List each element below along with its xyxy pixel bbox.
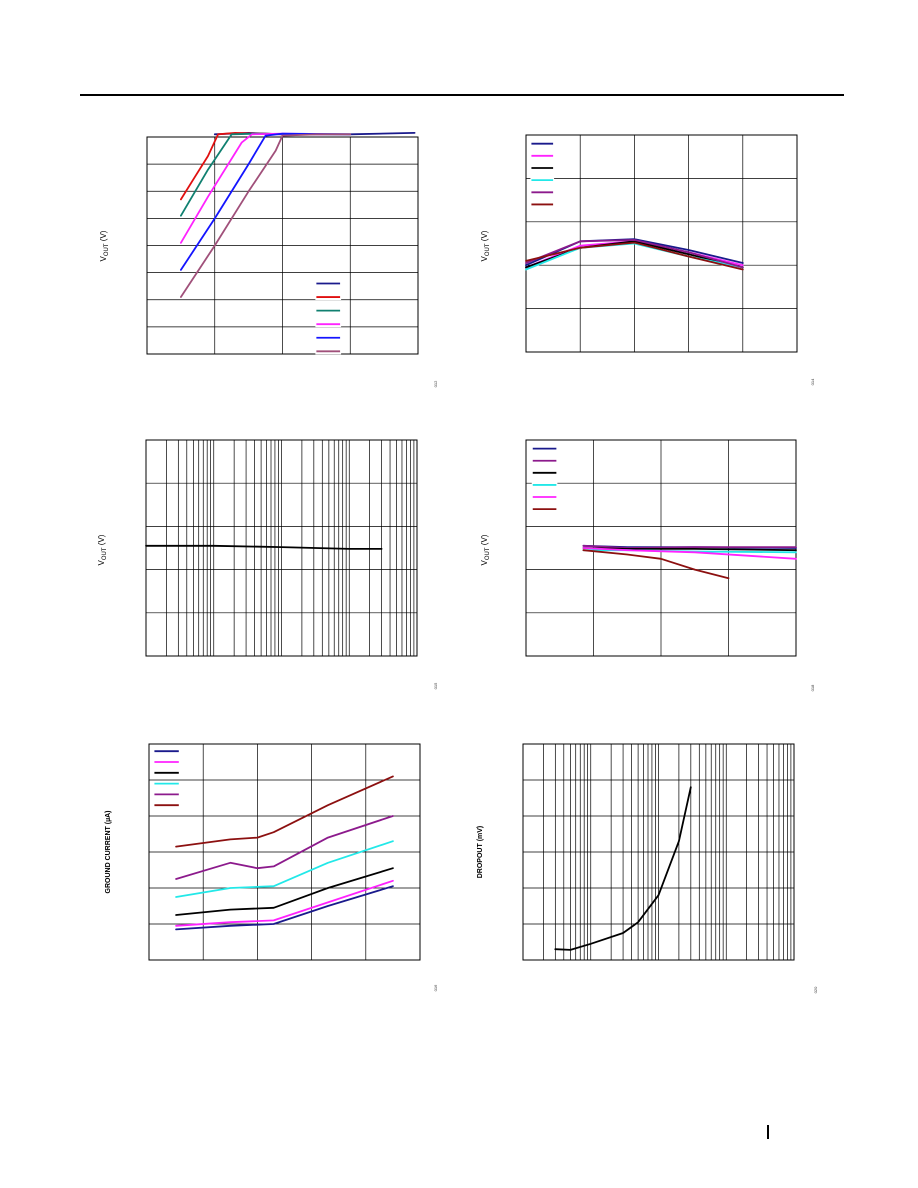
series-group xyxy=(145,544,383,550)
series-group xyxy=(175,775,394,931)
grid xyxy=(526,135,797,352)
chart-6: DROPOUT (mV) 020 xyxy=(477,743,818,993)
y-axis-label: VOUT (V) xyxy=(480,230,491,261)
chart-4: VOUT (V) 018 xyxy=(480,439,815,691)
series-line-5 xyxy=(175,815,394,880)
footer-page-bar xyxy=(767,1125,769,1139)
figure-number: 014 xyxy=(810,378,815,385)
chart-1: VOUT (V) 012 xyxy=(99,132,438,387)
series-line-5 xyxy=(180,132,352,271)
series-line-2 xyxy=(175,879,394,927)
legend xyxy=(315,280,342,355)
y-axis-label: GROUND CURRENT (µA) xyxy=(105,811,112,894)
series-line-6 xyxy=(180,133,352,298)
series-line-6 xyxy=(525,241,744,271)
series-group xyxy=(582,544,797,580)
series-line-6 xyxy=(582,549,730,580)
legend xyxy=(530,140,555,208)
figure-number: 015 xyxy=(433,682,438,689)
figure-number: 018 xyxy=(810,684,815,691)
series-group xyxy=(554,786,692,951)
y-axis-label: VOUT (V) xyxy=(480,534,491,565)
y-axis-label: VOUT (V) xyxy=(99,230,110,261)
series-line-5 xyxy=(525,239,744,269)
series-line-6 xyxy=(175,775,394,848)
header-rule xyxy=(80,94,844,96)
series-line-4 xyxy=(180,132,324,244)
plot-frame xyxy=(525,134,798,353)
y-axis-label: DROPOUT (mV) xyxy=(477,826,484,879)
series-line-2 xyxy=(582,544,797,549)
legend xyxy=(531,445,558,513)
figure-number: 020 xyxy=(813,986,818,993)
chart-5: GROUND CURRENT (µA) 016 xyxy=(105,743,438,991)
series-group xyxy=(525,238,744,271)
y-axis-label: VOUT (V) xyxy=(97,534,108,565)
chart-2: VOUT (V) 014 xyxy=(480,134,815,385)
chart-3: VOUT (V) 015 xyxy=(97,439,438,689)
series-line-1 xyxy=(145,544,383,550)
grid xyxy=(523,744,794,960)
series-line-5 xyxy=(582,547,797,560)
series-line-4 xyxy=(175,840,394,898)
series-line-1 xyxy=(554,786,692,951)
legend xyxy=(153,748,180,809)
figure-number: 012 xyxy=(433,380,438,387)
series-line-3 xyxy=(175,867,394,916)
figure-number: 016 xyxy=(433,984,438,991)
series-line-1 xyxy=(175,885,394,931)
grid xyxy=(147,136,418,354)
series-group xyxy=(180,132,416,298)
